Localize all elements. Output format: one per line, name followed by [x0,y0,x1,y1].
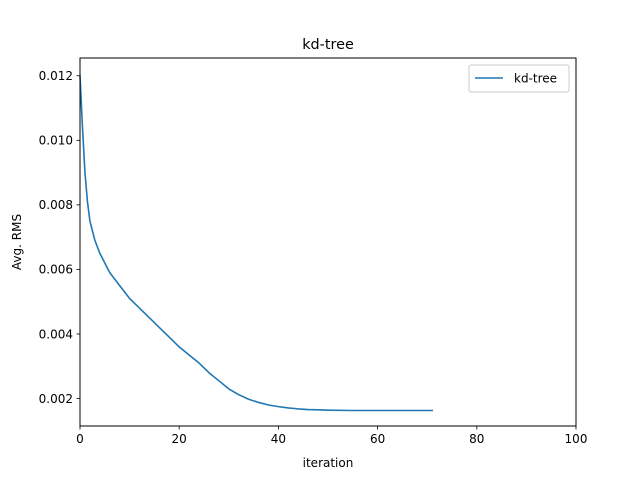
x-tick-label: 0 [76,432,84,446]
legend-series-label: kd-tree [514,72,557,86]
x-axis-label: iteration [303,456,354,470]
y-tick-label: 0.006 [39,263,73,277]
x-tick-label: 40 [271,432,286,446]
legend: kd-tree [468,64,570,93]
x-tick-label: 20 [172,432,187,446]
y-tick-label: 0.012 [39,69,73,83]
y-axis-label: Avg. RMS [10,214,24,270]
x-tick-label: 100 [565,432,588,446]
axes-frame [79,57,577,427]
y-tick-label: 0.002 [39,392,73,406]
x-tick-label: 60 [370,432,385,446]
legend-box [468,64,570,93]
y-tick-label: 0.010 [39,134,73,148]
y-tick-label: 0.008 [39,198,73,212]
plot-area [79,74,433,412]
y-tick-label: 0.004 [39,327,73,341]
chart-title: kd-tree [302,37,354,53]
x-tick-label: 80 [469,432,484,446]
y-axis-ticks: 0.002 0.004 0.006 0.008 0.010 0.012 [39,69,80,406]
x-axis-ticks: 0 20 40 60 80 100 [76,426,587,446]
series-line-kd-tree [79,74,433,412]
